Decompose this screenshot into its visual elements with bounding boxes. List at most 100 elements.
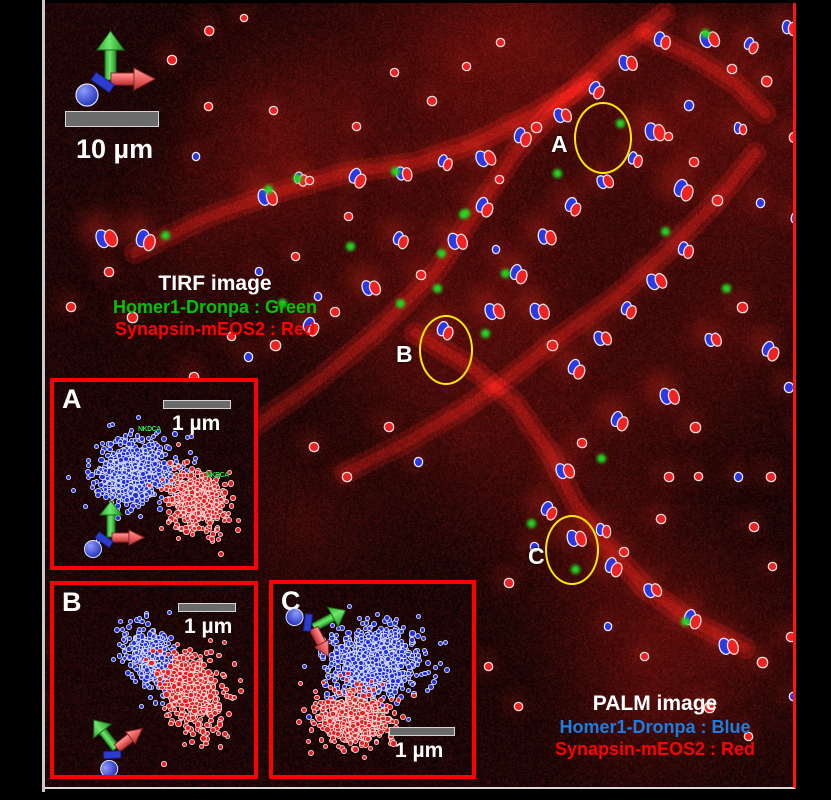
- localization-point: [199, 503, 203, 507]
- localization-point: [160, 685, 165, 690]
- localization-point: [166, 703, 172, 708]
- localization-point: [146, 448, 151, 453]
- localization-point: [188, 477, 193, 481]
- localization-point: [183, 677, 189, 683]
- localization-point: [189, 467, 194, 472]
- localization-point: [188, 704, 193, 709]
- localization-point: [333, 635, 337, 639]
- synaptic-punctum: [769, 563, 777, 571]
- synaptic-punctum: [315, 293, 323, 301]
- localization-point: [117, 454, 122, 458]
- roi-ellipse-b: [419, 315, 473, 385]
- synaptic-punctum: [532, 123, 542, 133]
- localization-point: [179, 492, 184, 497]
- localization-point: [321, 656, 325, 660]
- localization-point: [197, 507, 201, 511]
- localization-point: [162, 465, 167, 470]
- localization-point: [215, 528, 219, 532]
- localization-point: [196, 727, 200, 732]
- localization-point: [117, 495, 121, 499]
- localization-point: [296, 719, 301, 724]
- palm-legend: PALM image Homer1-Dronpa : Blue Synapsin…: [525, 691, 785, 761]
- localization-point: [127, 647, 131, 651]
- localization-point: [371, 688, 376, 692]
- localization-point: [126, 670, 131, 675]
- localization-point: [153, 442, 158, 446]
- localization-point: [149, 464, 154, 469]
- roi-label-a: A: [551, 131, 568, 157]
- localization-point: [390, 692, 395, 698]
- roi-label-c: C: [528, 543, 545, 569]
- localization-point: [139, 494, 144, 498]
- localization-point: [109, 441, 114, 447]
- localization-point: [124, 632, 129, 636]
- localization-point: [162, 479, 165, 483]
- localization-point: [180, 497, 185, 503]
- localization-point: [135, 667, 139, 671]
- localization-point: [208, 694, 213, 699]
- localization-point: [134, 660, 138, 663]
- tirf-legend-green-line: Homer1-Dronpa : Green: [112, 296, 318, 317]
- localization-point: [363, 732, 367, 736]
- localization-point: [392, 640, 397, 644]
- inset-b-scale-bar: [178, 603, 236, 612]
- localization-point: [174, 456, 177, 460]
- localization-point: [146, 490, 151, 495]
- roi-ellipse-a: [574, 102, 632, 174]
- localization-point: [173, 493, 177, 498]
- localization-point: [187, 519, 191, 523]
- localization-point: [168, 484, 173, 489]
- localization-point: [403, 678, 407, 682]
- localization-point: [152, 640, 157, 646]
- localization-point: [190, 486, 195, 491]
- localization-point: [136, 416, 140, 420]
- localization-point: [116, 484, 120, 488]
- localization-point: [368, 631, 372, 636]
- localization-point: [190, 740, 195, 745]
- localization-point: [359, 720, 364, 725]
- localization-point: [154, 642, 158, 646]
- localization-point: [380, 642, 383, 645]
- localization-point: [170, 647, 174, 651]
- localization-point: [351, 660, 356, 665]
- localization-point: [187, 686, 191, 690]
- localization-point: [235, 527, 240, 532]
- localization-point: [331, 641, 336, 646]
- palm-legend-red-line: Synapsin-mEOS2 : Red: [554, 738, 756, 759]
- localization-point: [198, 682, 203, 687]
- localization-point: [334, 639, 338, 643]
- localization-point: [138, 477, 142, 481]
- localization-point: [142, 463, 146, 467]
- localization-point: [385, 657, 390, 661]
- localization-point: [390, 679, 395, 683]
- localization-point: [191, 715, 196, 720]
- localization-point: [145, 645, 148, 649]
- localization-point: [209, 688, 214, 694]
- localization-point: [215, 697, 220, 701]
- localization-point: [338, 673, 342, 677]
- synaptic-punctum: [641, 653, 649, 661]
- localization-point: [369, 691, 374, 696]
- localization-point: [155, 681, 160, 686]
- localization-point: [423, 671, 427, 676]
- localization-point: [129, 432, 133, 436]
- localization-point: [167, 520, 171, 524]
- localization-point: [177, 442, 180, 446]
- main-scale-bar: [65, 111, 159, 127]
- localization-point: [208, 513, 212, 517]
- localization-point: [134, 650, 138, 654]
- localization-point: [219, 505, 223, 509]
- localization-point: [140, 462, 144, 466]
- localization-point: [394, 700, 400, 706]
- localization-point: [185, 725, 191, 730]
- localization-point: [192, 492, 197, 497]
- localization-point: [368, 626, 372, 631]
- localization-point: [135, 646, 139, 650]
- localization-point: [181, 488, 185, 492]
- localization-point: [121, 660, 125, 664]
- localization-point: [111, 479, 116, 484]
- localization-point: [164, 637, 168, 641]
- localization-point: [174, 673, 179, 678]
- localization-point: [128, 636, 132, 640]
- localization-point: [385, 662, 389, 666]
